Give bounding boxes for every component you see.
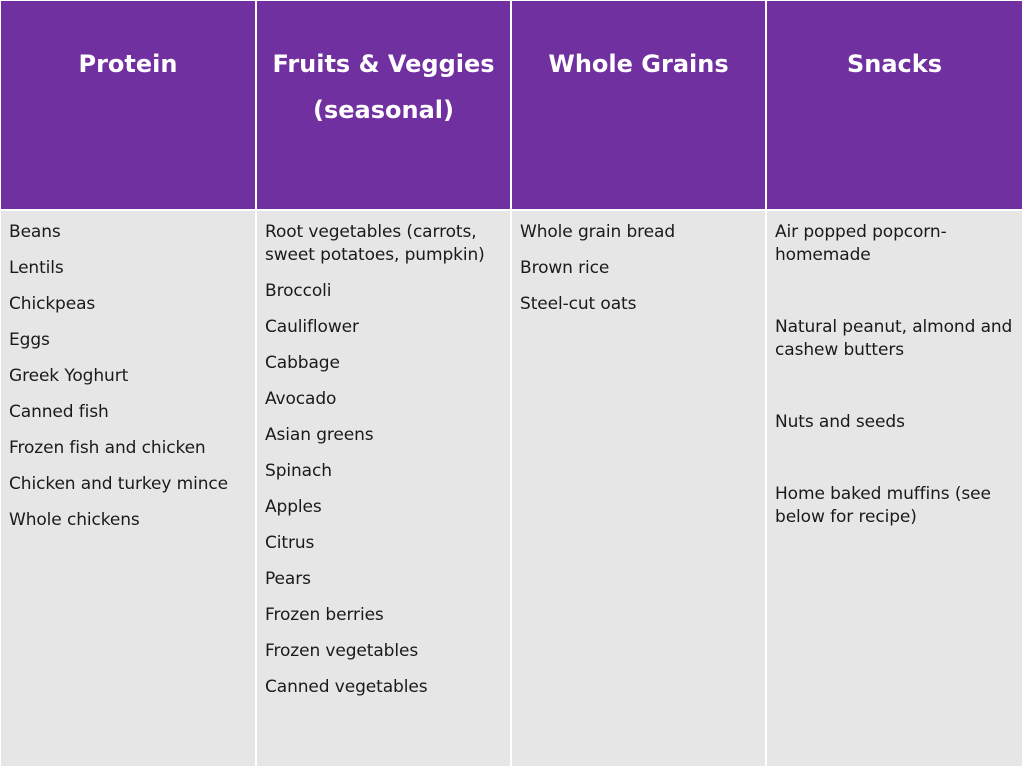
header-label: Snacks [846, 50, 943, 78]
header-whole-grains: Whole Grains [512, 1, 765, 209]
list-item: Spinach [265, 461, 332, 481]
list-item: Asian greens [265, 425, 374, 445]
list-item: Beans [9, 222, 61, 242]
header-label: Protein [78, 50, 178, 78]
header-fruits-veggies: Fruits & Veggies (seasonal) [257, 1, 510, 209]
column-snacks: Air popped popcorn-homemade Natural pean… [767, 211, 1022, 766]
list-item: Whole grain bread [520, 222, 676, 242]
protein-list: Beans Lentils Chickpeas Eggs Greek Yoghu… [9, 221, 249, 532]
list-item: Natural peanut, almond and cashew butter… [775, 317, 1013, 360]
list-item: Air popped popcorn-homemade [775, 222, 947, 265]
list-item: Whole chickens [9, 510, 140, 530]
list-item: Apples [265, 497, 322, 517]
snacks-list: Air popped popcorn-homemade Natural pean… [775, 221, 1016, 529]
list-item: Cabbage [265, 353, 340, 373]
list-item: Pears [265, 569, 311, 589]
list-item: Frozen vegetables [265, 641, 419, 661]
list-item: Lentils [9, 258, 64, 278]
list-item: Steel-cut oats [520, 294, 637, 314]
list-item: Brown rice [520, 258, 610, 278]
list-item: Greek Yoghurt [9, 366, 129, 386]
fruits-veggies-list: Root vegetables (carrots, sweet potatoes… [265, 221, 504, 699]
list-item: Chicken and turkey mince [9, 474, 229, 494]
column-protein: Beans Lentils Chickpeas Eggs Greek Yoghu… [1, 211, 255, 766]
column-whole-grains: Whole grain bread Brown rice Steel-cut o… [512, 211, 765, 766]
list-item: Chickpeas [9, 294, 96, 314]
header-snacks: Snacks [767, 1, 1022, 209]
header-label: Whole Grains [548, 50, 729, 78]
list-item: Eggs [9, 330, 50, 350]
list-item: Citrus [265, 533, 315, 553]
whole-grains-list: Whole grain bread Brown rice Steel-cut o… [520, 221, 759, 316]
list-item: Cauliflower [265, 317, 359, 337]
list-item: Nuts and seeds [775, 412, 905, 432]
header-label: Fruits & Veggies (seasonal) [272, 50, 495, 124]
list-item: Canned fish [9, 402, 109, 422]
list-item: Root vegetables (carrots, sweet potatoes… [265, 222, 485, 265]
list-item: Canned vegetables [265, 677, 428, 697]
list-item: Frozen fish and chicken [9, 438, 206, 458]
list-item: Frozen berries [265, 605, 384, 625]
list-item: Home baked muffins (see below for recipe… [775, 484, 991, 527]
list-item: Avocado [265, 389, 337, 409]
list-item: Broccoli [265, 281, 332, 301]
header-protein: Protein [1, 1, 255, 209]
column-fruits-veggies: Root vegetables (carrots, sweet potatoes… [257, 211, 510, 766]
